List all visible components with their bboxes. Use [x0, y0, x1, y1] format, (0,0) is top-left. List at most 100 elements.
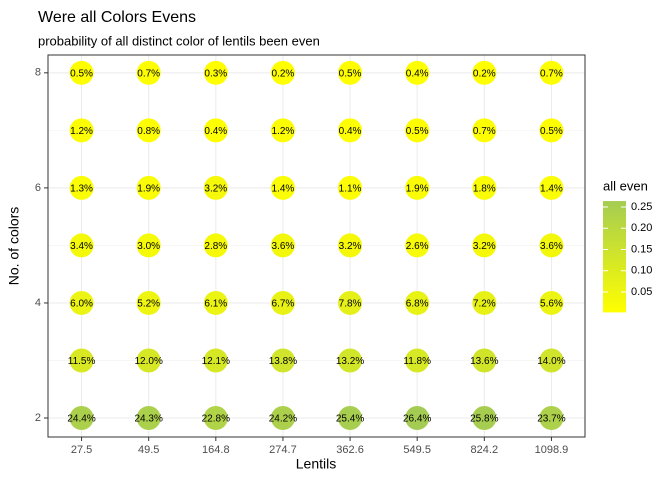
dot	[338, 60, 363, 85]
data-label: 0.5%	[406, 126, 429, 137]
dot	[136, 60, 161, 85]
data-label: 11.8%	[403, 356, 431, 367]
dot	[270, 233, 295, 258]
dot	[203, 290, 228, 315]
data-label: 6.0%	[70, 299, 93, 310]
data-label: 12.0%	[135, 356, 163, 367]
x-tick-label: 1098.9	[535, 444, 569, 456]
dot	[405, 348, 430, 373]
data-label: 0.5%	[339, 68, 362, 79]
dot	[69, 290, 94, 315]
dot	[539, 233, 564, 258]
dot	[270, 60, 295, 85]
data-label: 3.2%	[473, 241, 496, 252]
data-label: 0.8%	[137, 126, 160, 137]
dot	[405, 118, 430, 143]
data-label: 1.1%	[339, 184, 362, 195]
data-label: 3.0%	[137, 241, 160, 252]
data-label: 1.9%	[406, 184, 429, 195]
x-tick-label: 164.8	[202, 444, 230, 456]
data-label: 0.4%	[339, 126, 362, 137]
dot	[338, 348, 363, 373]
dot	[203, 175, 228, 200]
dot	[472, 60, 497, 85]
data-label: 0.7%	[473, 126, 496, 137]
dot	[136, 290, 161, 315]
data-label: 6.7%	[272, 299, 295, 310]
dot	[136, 233, 161, 258]
data-label: 0.4%	[406, 68, 429, 79]
dot	[472, 406, 497, 431]
data-label: 14.0%	[537, 356, 565, 367]
data-label: 2.8%	[204, 241, 227, 252]
dot	[338, 175, 363, 200]
chart-subtitle: probability of all distinct color of len…	[38, 33, 320, 48]
data-label: 13.6%	[470, 356, 498, 367]
dot	[405, 60, 430, 85]
dot	[405, 233, 430, 258]
dot	[338, 290, 363, 315]
dot	[539, 118, 564, 143]
dot	[405, 290, 430, 315]
dot	[405, 175, 430, 200]
dot	[270, 348, 295, 373]
dot	[69, 60, 94, 85]
dot	[69, 118, 94, 143]
data-label: 6.1%	[204, 299, 227, 310]
data-label: 25.8%	[470, 414, 498, 425]
data-label: 22.8%	[202, 414, 230, 425]
x-tick-label: 49.5	[138, 444, 159, 456]
data-label: 0.5%	[540, 126, 563, 137]
dot	[69, 348, 94, 373]
dot	[203, 60, 228, 85]
x-tick-label: 274.7	[269, 444, 297, 456]
data-label: 7.8%	[339, 299, 362, 310]
legend-label: 0.20	[631, 222, 652, 234]
dot	[405, 406, 430, 431]
data-label: 1.4%	[540, 184, 563, 195]
data-label: 26.4%	[403, 414, 431, 425]
dot	[539, 406, 564, 431]
colorbar	[603, 201, 626, 313]
dot	[270, 290, 295, 315]
dot	[539, 348, 564, 373]
data-label: 0.2%	[272, 68, 295, 79]
data-label: 0.5%	[70, 68, 93, 79]
data-label: 5.6%	[540, 299, 563, 310]
data-label: 5.2%	[137, 299, 160, 310]
dot	[136, 348, 161, 373]
dot	[270, 175, 295, 200]
dot	[69, 175, 94, 200]
dot	[69, 233, 94, 258]
dot	[203, 348, 228, 373]
data-label: 1.4%	[272, 184, 295, 195]
data-label: 3.4%	[70, 241, 93, 252]
dot	[472, 290, 497, 315]
legend-label: 0.15	[631, 243, 652, 255]
data-label: 1.3%	[70, 184, 93, 195]
data-label: 0.4%	[204, 126, 227, 137]
data-label: 1.8%	[473, 184, 496, 195]
data-label: 1.2%	[272, 126, 295, 137]
x-tick-label: 549.5	[403, 444, 431, 456]
x-tick-label: 824.2	[471, 444, 499, 456]
dot	[338, 233, 363, 258]
legend-label: 0.10	[631, 265, 652, 277]
dot	[539, 290, 564, 315]
data-label: 25.4%	[336, 414, 364, 425]
data-label: 24.3%	[135, 414, 163, 425]
dot	[472, 175, 497, 200]
data-label: 12.1%	[202, 356, 230, 367]
dot	[136, 175, 161, 200]
data-label: 0.2%	[473, 68, 496, 79]
dot	[338, 118, 363, 143]
data-label: 3.2%	[204, 184, 227, 195]
data-label: 24.4%	[67, 414, 95, 425]
dot	[539, 175, 564, 200]
data-label: 3.6%	[272, 241, 295, 252]
dot	[136, 406, 161, 431]
plot-panel	[48, 55, 585, 437]
dot	[472, 118, 497, 143]
dot	[270, 406, 295, 431]
